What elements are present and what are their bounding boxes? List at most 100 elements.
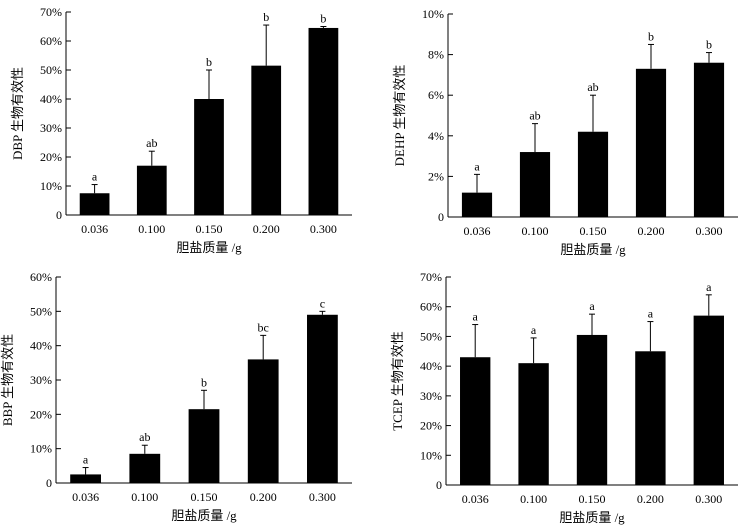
x-tick-label: 0.100 [138, 222, 165, 236]
y-tick-label: 40% [40, 92, 62, 106]
x-tick-label: 0.036 [81, 222, 108, 236]
y-tick-label: 50% [420, 329, 442, 343]
y-tick-label: 30% [420, 389, 442, 403]
x-tick-label: 0.150 [196, 222, 223, 236]
bar-0.200 [635, 351, 666, 485]
y-tick-label: 10% [30, 442, 52, 456]
significance-letter: a [589, 299, 595, 313]
y-tick-label: 30% [30, 373, 52, 387]
y-tick-label: 8% [428, 48, 444, 62]
x-tick-label: 0.300 [695, 492, 722, 506]
y-tick-label: 4% [428, 129, 444, 143]
chart-panel-3: 0 10% 20% 30% 40% 50% 60% a 0.036 ab 0.100 b 0.150 bc… [0, 270, 352, 523]
significance-letter: c [320, 296, 325, 310]
y-tick-label: 0 [436, 478, 442, 492]
y-tick-label: 10% [40, 179, 62, 193]
significance-letter: ab [529, 109, 540, 123]
x-tick-label: 0.036 [462, 492, 489, 506]
y-tick-label: 20% [420, 419, 442, 433]
x-tick-label: 0.300 [310, 222, 337, 236]
chart-panel-2: 0 2% 4% 6% 8% 10% a 0.036 ab 0.100 ab 0.150 b 0.200 b 0… [392, 7, 738, 257]
significance-letter: a [473, 310, 479, 324]
bar-0.100 [136, 165, 167, 215]
y-tick-label: 40% [30, 339, 52, 353]
x-tick-label: 0.100 [131, 490, 158, 504]
bar-0.300 [693, 62, 725, 217]
bar-0.150 [577, 131, 609, 217]
y-tick-label: 0 [438, 210, 444, 224]
y-tick-label: 2% [428, 169, 444, 183]
y-axis-title: BBP 生物有效性 [0, 334, 15, 426]
y-tick-label: 6% [428, 88, 444, 102]
significance-letter: ab [146, 136, 157, 150]
significance-letter: a [92, 170, 98, 184]
y-tick-label: 0 [46, 476, 52, 490]
bar-0.300 [307, 314, 338, 483]
bar-0.200 [247, 359, 279, 483]
bar-0.100 [518, 363, 549, 485]
y-tick-label: 0 [56, 208, 62, 222]
x-tick-label: 0.150 [579, 492, 606, 506]
significance-letter: b [648, 29, 654, 43]
significance-letter: ab [587, 80, 598, 94]
x-tick-label: 0.300 [696, 224, 723, 238]
significance-letter: a [83, 453, 89, 467]
bar-0.150 [194, 99, 224, 215]
bar-0.036 [460, 357, 491, 485]
bar-0.100 [519, 152, 551, 217]
y-tick-label: 60% [420, 300, 442, 314]
x-tick-label: 0.200 [250, 490, 277, 504]
x-tick-label: 0.200 [638, 224, 665, 238]
y-tick-label: 40% [420, 359, 442, 373]
y-axis-title: DEHP 生物有效性 [392, 65, 407, 167]
y-tick-label: 10% [422, 7, 444, 21]
significance-letter: a [531, 323, 537, 337]
x-tick-label: 0.036 [464, 224, 491, 238]
x-tick-label: 0.300 [309, 490, 336, 504]
y-tick-label: 10% [420, 448, 442, 462]
significance-letter: b [263, 10, 269, 24]
y-tick-label: 60% [30, 270, 52, 284]
significance-letter: b [706, 38, 712, 52]
bar-0.036 [461, 192, 493, 217]
bar-0.300 [308, 27, 339, 216]
x-tick-label: 0.200 [253, 222, 280, 236]
bar-0.150 [188, 409, 220, 483]
bar-0.150 [576, 334, 608, 485]
y-axis-title: TCEP 生物有效性 [390, 331, 405, 431]
x-tick-label: 0.200 [637, 492, 664, 506]
x-tick-label: 0.100 [520, 492, 547, 506]
significance-letter: b [201, 375, 207, 389]
y-tick-label: 50% [40, 63, 62, 77]
significance-letter: b [320, 12, 326, 26]
x-tick-label: 0.150 [580, 224, 607, 238]
y-axis-title: DBP 生物有效性 [10, 67, 25, 160]
bar-0.036 [70, 474, 101, 483]
bar-0.200 [251, 65, 282, 216]
bar-0.200 [635, 68, 667, 217]
x-tick-label: 0.036 [72, 490, 99, 504]
y-tick-label: 60% [40, 34, 62, 48]
significance-letter: a [706, 280, 712, 294]
chart-panel-4: 0 10% 20% 30% 40% 50% 60% 70% a 0.036 a 0.100 a 0.150… [390, 270, 738, 525]
significance-letter: a [648, 307, 654, 321]
y-tick-label: 50% [30, 304, 52, 318]
significance-letter: bc [258, 320, 269, 334]
chart-panel-1: 0 10% 20% 30% 40% 50% 60% 70% a 0.036 ab 0.100 b 0.15… [10, 5, 352, 255]
x-axis-title: 胆盐质量 /g [559, 510, 625, 525]
x-axis-title: 胆盐质量 /g [176, 240, 242, 255]
significance-letter: b [206, 55, 212, 69]
x-tick-label: 0.100 [522, 224, 549, 238]
y-tick-label: 20% [40, 150, 62, 164]
x-axis-title: 胆盐质量 /g [560, 242, 626, 257]
bar-0.100 [129, 453, 161, 483]
significance-letter: a [474, 159, 480, 173]
y-tick-label: 70% [40, 5, 62, 19]
y-tick-label: 20% [30, 407, 52, 421]
bar-0.036 [79, 193, 110, 215]
significance-letter: ab [139, 430, 150, 444]
bar-0.300 [693, 315, 724, 485]
x-axis-title: 胆盐质量 /g [171, 508, 237, 523]
x-tick-label: 0.150 [191, 490, 218, 504]
